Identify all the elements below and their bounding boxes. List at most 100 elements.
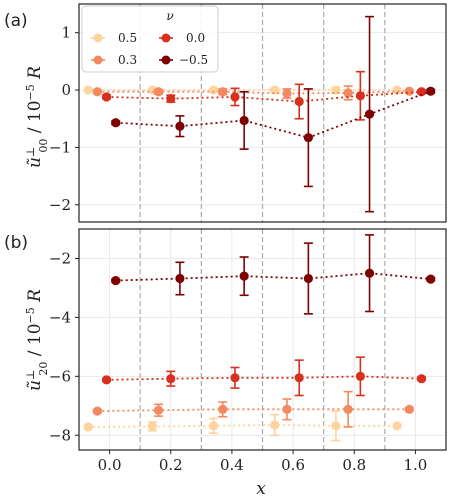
- data-point: [416, 374, 427, 384]
- legend-label: −0.5: [179, 53, 208, 67]
- data-point: [92, 406, 102, 416]
- data-point: [331, 421, 341, 431]
- x-tick-label: 0.0: [98, 456, 122, 474]
- data-point: [426, 274, 436, 284]
- data-point: [343, 404, 353, 414]
- y-tick-label: 1: [61, 24, 71, 42]
- panel-a-series: [83, 15, 436, 213]
- panel-b: −2 −4 −6 −8 0.0 0.2 0.4 0.6 0.8 1.0 (b) ũ⊥20 / 1…: [4, 228, 447, 499]
- data-point: [92, 87, 102, 97]
- data-point: [343, 88, 353, 98]
- x-tick-label: 1.0: [403, 456, 427, 474]
- data-point: [175, 273, 185, 284]
- y-tick-label: 0: [61, 81, 71, 99]
- series-nu-0.3: [92, 390, 414, 428]
- legend-entry--0.5: −0.5: [159, 53, 208, 67]
- series-line: [106, 375, 422, 381]
- legend-marker: [161, 55, 171, 65]
- data-point: [404, 86, 414, 96]
- data-point: [153, 405, 164, 415]
- data-point: [355, 91, 365, 101]
- data-point: [230, 373, 240, 383]
- series-nu-0.5: [83, 410, 402, 442]
- legend: ν 0.5 0.3 0.0 −0.5: [81, 5, 219, 73]
- panel-a-label: (a): [4, 11, 28, 31]
- panel-b-y-ticks: −2 −4 −6 −8: [49, 249, 79, 444]
- data-point: [303, 273, 313, 284]
- panel-b-region-lines: [139, 229, 386, 450]
- panel-a: 1 0 −1 −2 (a) ũ⊥00 / 10−5 R ν 0.5 0.3 0.0: [4, 3, 447, 223]
- legend-box: [81, 5, 219, 73]
- y-tick-label: −1: [49, 138, 71, 156]
- data-point: [416, 87, 427, 97]
- panel-a-y-ticks: 1 0 −1 −2: [49, 24, 79, 214]
- panel-b-series: [83, 234, 436, 442]
- series-nu-0.0: [101, 70, 427, 121]
- data-point: [364, 109, 375, 119]
- data-point: [175, 121, 185, 131]
- y-tick-label: −4: [49, 308, 71, 326]
- y-tick-label: −2: [49, 249, 71, 267]
- data-point: [282, 404, 292, 414]
- panel-a-y-axis-label: ũ⊥00 / 10−5 R: [24, 66, 50, 168]
- data-point: [208, 85, 219, 95]
- data-point: [101, 92, 112, 102]
- panel-b-y-axis-label: ũ⊥20 / 10−5 R: [24, 289, 50, 391]
- series-line: [88, 424, 398, 428]
- y-tick-label: −2: [49, 196, 71, 214]
- data-point: [364, 268, 375, 278]
- series-line: [115, 90, 432, 139]
- x-tick-label: 0.2: [159, 456, 183, 474]
- x-tick-label: 0.4: [220, 456, 244, 474]
- data-point: [101, 375, 112, 385]
- x-tick-label: 0.8: [342, 456, 366, 474]
- x-axis-label: x: [256, 479, 266, 499]
- series-line: [97, 408, 410, 413]
- panel-b-frame: [78, 228, 447, 451]
- legend-marker: [93, 33, 103, 43]
- data-point: [166, 94, 176, 104]
- panel-b-label: (b): [4, 233, 28, 253]
- data-point: [355, 371, 365, 381]
- legend-marker: [93, 55, 103, 65]
- data-point: [153, 87, 164, 97]
- data-point: [282, 88, 292, 99]
- series-nu--0.5: [111, 15, 436, 213]
- x-tick-label: 0.6: [281, 456, 305, 474]
- data-point: [208, 421, 219, 431]
- data-point: [404, 404, 414, 414]
- data-point: [303, 133, 313, 143]
- series-nu--0.5: [111, 234, 436, 315]
- data-point: [426, 86, 436, 96]
- y-tick-label: −8: [49, 426, 71, 444]
- legend-entry-0.5: 0.5: [91, 31, 137, 45]
- legend-entry-0.0: 0.0: [159, 31, 205, 45]
- data-point: [166, 374, 176, 384]
- data-point: [294, 373, 304, 383]
- legend-title: ν: [166, 9, 173, 23]
- data-point: [239, 271, 249, 281]
- data-point: [294, 96, 304, 107]
- legend-entry-0.3: 0.3: [91, 53, 137, 67]
- series-nu-0.0: [101, 356, 427, 397]
- data-point: [392, 421, 402, 431]
- legend-label: 0.3: [118, 53, 137, 67]
- data-point: [218, 87, 228, 97]
- panel-a-frame: [78, 3, 447, 223]
- legend-label: 0.0: [186, 31, 205, 45]
- data-point: [230, 92, 240, 102]
- legend-marker: [161, 33, 171, 43]
- data-point: [83, 85, 93, 95]
- data-point: [218, 404, 228, 414]
- data-point: [239, 115, 249, 126]
- data-point: [392, 85, 402, 95]
- data-point: [147, 421, 157, 432]
- data-point: [111, 275, 121, 286]
- data-point: [111, 118, 121, 128]
- panel-b-x-ticks: 0.0 0.2 0.4 0.6 0.8 1.0: [98, 450, 427, 474]
- legend-label: 0.5: [118, 31, 137, 45]
- series-line: [115, 272, 431, 282]
- data-point: [270, 420, 280, 430]
- data-point: [83, 422, 93, 432]
